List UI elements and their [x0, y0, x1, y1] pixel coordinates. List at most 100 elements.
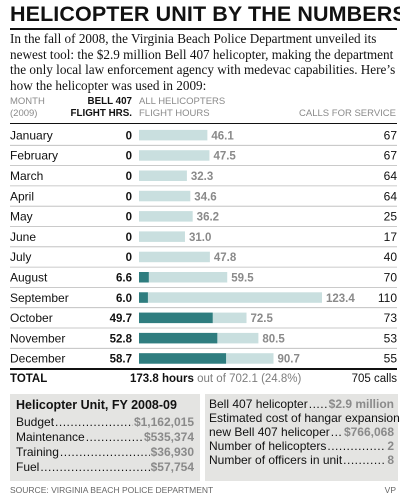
month-label: July	[10, 250, 31, 264]
leader-dots	[86, 430, 143, 445]
maintenance-value: $535,374	[143, 430, 194, 444]
bell-hours-label: 0	[126, 191, 132, 203]
source-note: SOURCE: Virginia Beach Police Department	[10, 485, 214, 495]
helicopters-count-label: Number of helicopters	[209, 439, 327, 453]
budget-line: Budget $1,162,015	[16, 415, 194, 430]
page-title: HELICOPTER UNIT BY THE NUMBERS	[10, 2, 400, 26]
bell-hours-label: 0	[126, 171, 132, 183]
month-label: September	[10, 291, 69, 305]
header-divider	[10, 123, 397, 124]
bell-hours-label: 0	[126, 151, 132, 163]
credit-initials: VP	[384, 485, 396, 495]
total-hours-group: 173.8 hours out of 702.1 (24.8%)	[130, 373, 301, 385]
all-helicopters-value-label: 47.5	[213, 151, 236, 163]
total-calls: 705 calls	[351, 373, 397, 385]
month-label: January	[10, 128, 53, 142]
all-helicopters-value-label: 46.1	[211, 130, 234, 142]
all-helicopters-bar	[139, 231, 185, 242]
officers-count-line: Number of officers in unit 8	[209, 453, 394, 467]
officers-count-label: Number of officers in unit	[209, 453, 343, 467]
bell-407-bar	[139, 272, 149, 283]
calls-for-service-value: 25	[384, 210, 398, 224]
calls-for-service-value: 53	[384, 331, 398, 345]
calls-for-service-value: 73	[384, 311, 398, 325]
hangar-label-line2: new Bell 407 helicoper	[209, 425, 330, 439]
bell-hours-label: 49.7	[110, 313, 132, 325]
bell-hours-label: 6.6	[116, 272, 132, 284]
all-helicopters-bar	[139, 190, 191, 202]
all-helicopters-bar	[139, 170, 187, 181]
total-row: TOTAL 173.8 hours out of 702.1 (24.8%) 7…	[10, 371, 397, 389]
leader-dots	[331, 425, 343, 439]
bell-cost-label: Bell 407 helicopter	[209, 397, 308, 411]
budget-box-title: Helicopter Unit, FY 2008-09	[16, 398, 177, 412]
title-divider	[10, 28, 397, 30]
bell-hours-label: 0	[126, 252, 132, 264]
helicopters-count-line: Number of helicopters 2	[209, 439, 394, 453]
bell-407-bar	[139, 292, 148, 303]
month-label: February	[10, 149, 58, 163]
hangar-line1: Estimated cost of hangar expansion for	[209, 411, 400, 425]
month-column-header: MONTH (2009)	[10, 96, 45, 120]
month-header-line1: MONTH	[10, 96, 45, 107]
bell-header-line1: BELL 407	[87, 96, 132, 107]
calls-for-service-value: 40	[384, 250, 398, 264]
calls-for-service-value: 55	[384, 352, 398, 366]
hangar-label-line1: Estimated cost of hangar expansion for	[209, 411, 400, 425]
maintenance-label: Maintenance	[16, 430, 85, 444]
hangar-line2: new Bell 407 helicoper $766,068	[209, 425, 394, 439]
all-helicopters-value-label: 72.5	[251, 313, 274, 325]
all-helicopters-bar	[139, 150, 210, 161]
calls-for-service-value: 67	[384, 149, 398, 163]
leader-dots	[309, 397, 328, 411]
bell-hours-label: 6.0	[116, 293, 132, 305]
month-header-line2: (2009)	[10, 108, 38, 119]
leader-dots	[60, 445, 150, 460]
calls-column-header: CALLS FOR SERVICE	[299, 96, 396, 120]
fuel-line: Fuel $57,754	[16, 460, 194, 475]
helicopters-count-value: 2	[387, 439, 394, 453]
all-helicopters-value-label: 59.5	[231, 272, 254, 284]
bell-header-line2: FLIGHT HRS.	[70, 108, 133, 119]
training-line: Training $36,930	[16, 445, 194, 460]
all-helicopters-column-header: ALL HELICOPTERS FLIGHT HOURS	[139, 96, 225, 120]
fuel-label: Fuel	[16, 460, 40, 474]
all-helicopters-value-label: 47.8	[214, 252, 237, 264]
training-label: Training	[16, 445, 59, 459]
bell-cost-value: $2.9 million	[328, 397, 394, 411]
maintenance-line: Maintenance $535,374	[16, 430, 194, 445]
month-label: December	[10, 352, 65, 366]
all-helicopters-value-label: 32.3	[191, 171, 213, 183]
bell-407-bar	[139, 353, 227, 364]
officers-count-value: 8	[387, 453, 394, 467]
calls-for-service-value: 64	[384, 189, 398, 203]
all-header-line1: ALL HELICOPTERS	[139, 96, 226, 107]
all-helicopters-value-label: 34.6	[194, 191, 216, 203]
total-label: TOTAL	[10, 373, 48, 385]
all-helicopters-value-label: 36.2	[197, 212, 219, 224]
bell-hours-label: 58.7	[110, 354, 132, 366]
training-value: $36,930	[150, 445, 194, 459]
hangar-value: $766,068	[343, 425, 394, 439]
total-divider	[10, 368, 397, 370]
bell-hours-label: 52.8	[110, 333, 133, 345]
calls-header-text: CALLS FOR SERVICE	[299, 108, 396, 119]
all-helicopters-value-label: 31.0	[189, 232, 211, 244]
calls-for-service-value: 110	[378, 291, 397, 305]
calls-for-service-value: 70	[384, 270, 398, 284]
month-label: June	[10, 230, 36, 244]
budget-label: Budget	[16, 415, 55, 429]
facts-box: Bell 407 helicopter $2.9 million Estimat…	[205, 394, 400, 481]
leader-dots	[55, 415, 133, 430]
total-out-of: out of 702.1 (24.8%)	[197, 373, 302, 385]
intro-paragraph: In the fall of 2008, the Virginia Beach …	[10, 31, 396, 93]
all-helicopters-bar	[139, 129, 208, 141]
all-helicopters-bar	[139, 211, 193, 222]
budget-box: Helicopter Unit, FY 2008-09 Budget $1,16…	[10, 394, 200, 481]
all-helicopters-value-label: 80.5	[262, 333, 285, 345]
total-hours: 173.8 hours	[130, 373, 194, 385]
month-label: August	[10, 270, 48, 284]
leader-dots	[40, 460, 149, 475]
calls-for-service-value: 67	[384, 128, 398, 142]
